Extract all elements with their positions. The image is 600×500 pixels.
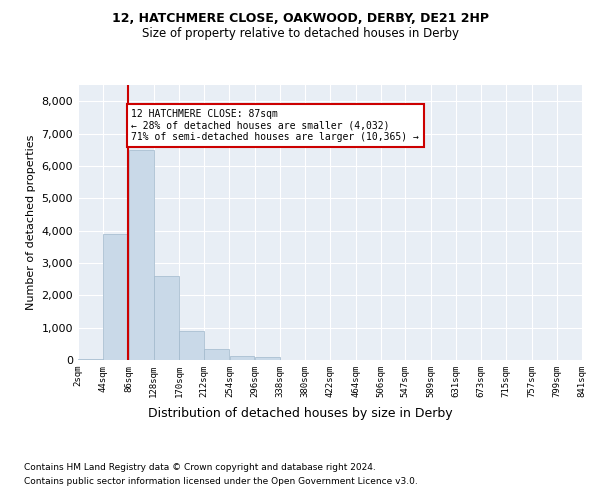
Y-axis label: Number of detached properties: Number of detached properties xyxy=(26,135,36,310)
Bar xyxy=(128,150,154,360)
Text: 12, HATCHMERE CLOSE, OAKWOOD, DERBY, DE21 2HP: 12, HATCHMERE CLOSE, OAKWOOD, DERBY, DE2… xyxy=(112,12,488,26)
Text: Contains HM Land Registry data © Crown copyright and database right 2024.: Contains HM Land Registry data © Crown c… xyxy=(24,462,376,471)
Text: 12 HATCHMERE CLOSE: 87sqm
← 28% of detached houses are smaller (4,032)
71% of se: 12 HATCHMERE CLOSE: 87sqm ← 28% of detac… xyxy=(131,110,419,142)
Text: Distribution of detached houses by size in Derby: Distribution of detached houses by size … xyxy=(148,408,452,420)
Text: Size of property relative to detached houses in Derby: Size of property relative to detached ho… xyxy=(142,28,458,40)
Bar xyxy=(103,234,128,360)
Bar xyxy=(204,348,229,360)
Text: Contains public sector information licensed under the Open Government Licence v3: Contains public sector information licen… xyxy=(24,478,418,486)
Bar xyxy=(255,358,280,360)
Bar xyxy=(230,356,254,360)
Bar xyxy=(154,276,179,360)
Bar xyxy=(179,331,204,360)
Bar xyxy=(78,359,103,360)
